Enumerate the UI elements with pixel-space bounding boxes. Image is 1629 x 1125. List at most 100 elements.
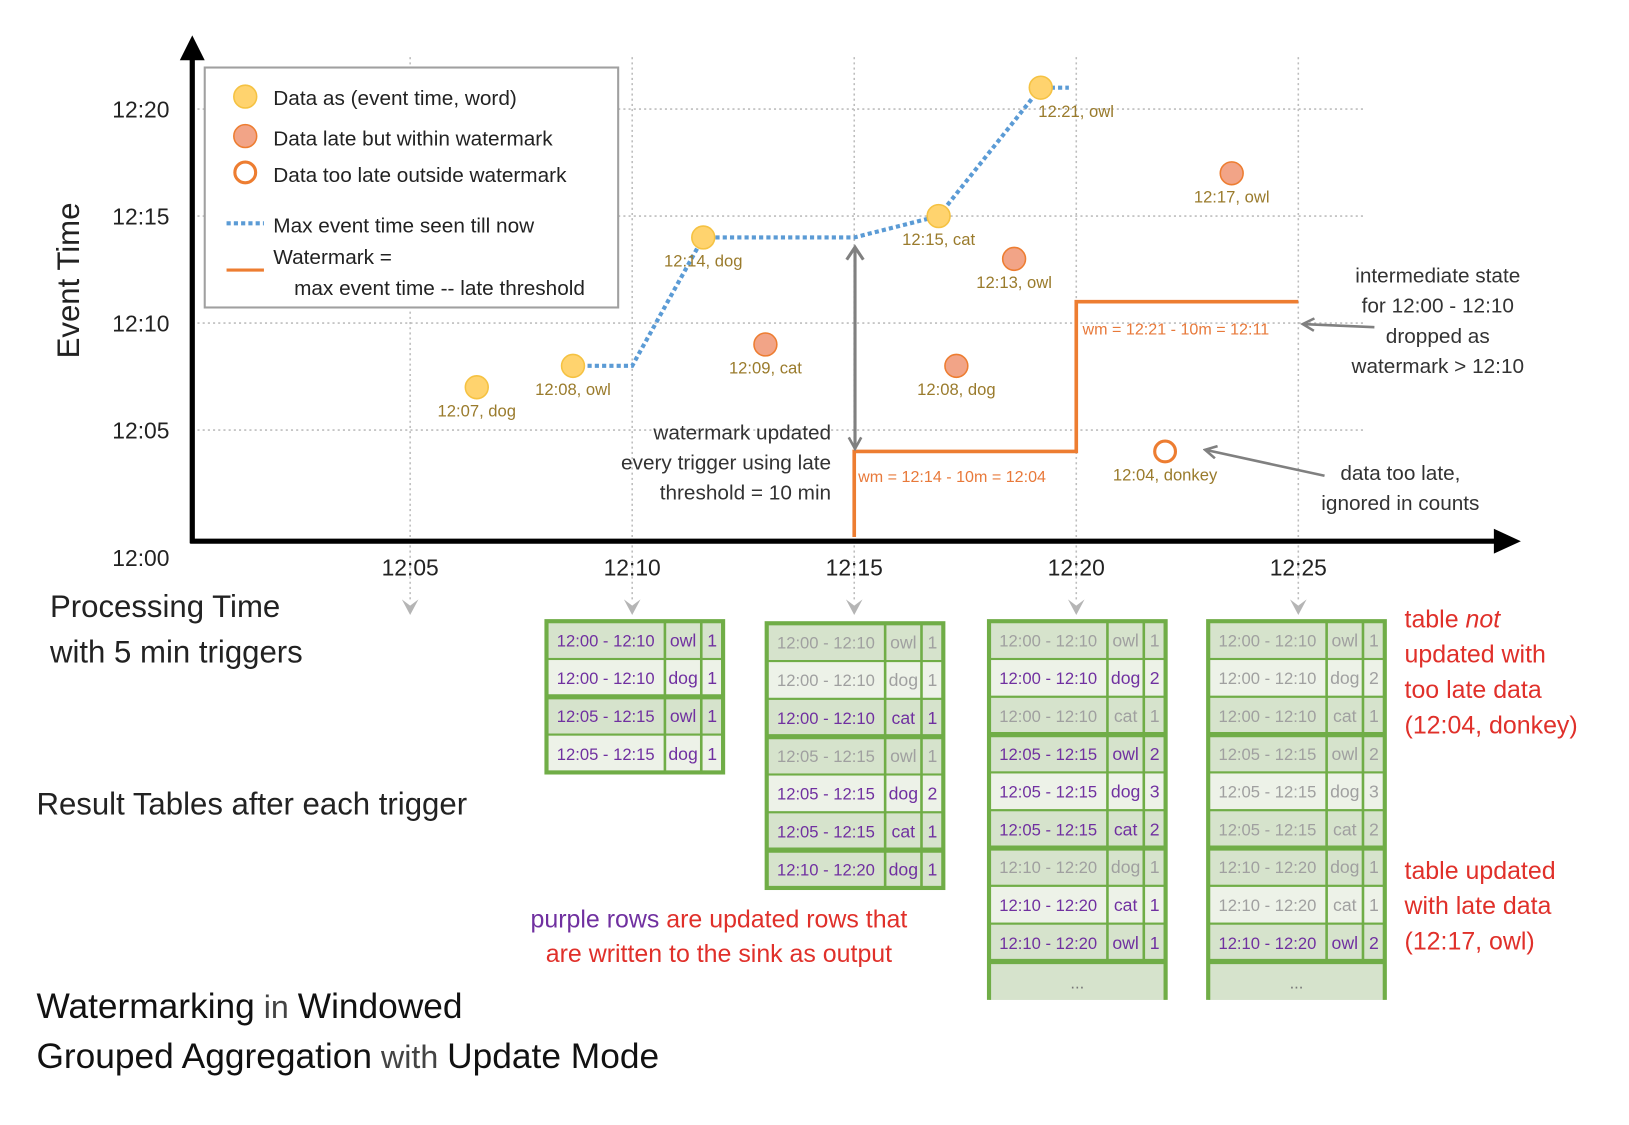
svg-text:intermediate state: intermediate state	[1355, 265, 1520, 288]
table-cell-word: dog	[1330, 857, 1359, 877]
table-row: 12:10 - 12:20 cat 1	[1207, 884, 1386, 925]
table-row: 12:10 - 12:20 dog 1	[1207, 847, 1386, 887]
table-cell-count: 3	[1369, 782, 1379, 802]
table-cell-window: 12:05 - 12:15	[557, 745, 655, 764]
table-cell-word: dog	[668, 744, 697, 764]
table-cell-count: 1	[1150, 933, 1160, 953]
table-row-background	[987, 922, 1167, 963]
table-row: 12:10 - 12:20 owl 1	[987, 922, 1167, 963]
table-cell-window: 12:10 - 12:20	[1218, 896, 1316, 915]
intermediate-state-note: intermediate state for 12:00 - 12:10 dro…	[1350, 265, 1524, 378]
watermark-line	[852, 299, 1299, 538]
data-point-label: 12:09, cat	[729, 359, 802, 378]
table-row: 12:05 - 12:15 dog 3	[1207, 771, 1386, 812]
table-cell-count: 2	[927, 784, 937, 804]
updated-note: table updated with late data (12:17, owl…	[1404, 857, 1556, 956]
table-row: 12:00 - 12:10 owl 1	[545, 620, 725, 661]
table-row: 12:00 - 12:10 cat 1	[987, 695, 1167, 736]
x-tick-label: 12:20	[1048, 554, 1105, 580]
data-point-label: 12:14, dog	[664, 252, 743, 271]
table-cell-word: owl	[890, 632, 916, 652]
table-row: 12:10 - 12:20 dog 1	[765, 849, 945, 889]
table-cell-count: 1	[707, 706, 717, 726]
svg-text:watermark > 12:10: watermark > 12:10	[1350, 355, 1524, 378]
svg-text:watermark updated: watermark updated	[652, 421, 831, 444]
trigger-arrow-icon	[1290, 599, 1307, 615]
table-border	[986, 619, 1168, 1000]
table-cell-window: 12:05 - 12:15	[1218, 820, 1316, 839]
table-cell-count: 1	[927, 632, 937, 652]
too-late-arrow	[1205, 450, 1325, 478]
table-row: 12:00 - 12:10 dog 2	[1207, 657, 1386, 698]
legend-too-late-icon	[233, 160, 258, 185]
table-row: 12:05 - 12:15 owl 1	[545, 695, 725, 736]
table-cell-word: owl	[670, 706, 696, 726]
table-cell-word: owl	[1112, 630, 1138, 650]
table-cell-count: 1	[1369, 630, 1379, 650]
table-cell-word: owl	[1332, 933, 1358, 953]
too-late-note: data too late, ignored in counts	[1321, 462, 1479, 515]
table-cell-word: dog	[1111, 782, 1140, 802]
table-row: 12:10 - 12:20 dog 1	[987, 847, 1167, 887]
table-cell-window: 12:10 - 12:20	[999, 858, 1097, 877]
table-row-background	[765, 811, 945, 852]
table-row-background	[765, 622, 945, 663]
table-cell-count: 2	[1150, 668, 1160, 688]
x-axis-label-line2: with 5 min triggers	[49, 635, 303, 670]
intermediate-arrow	[1303, 324, 1375, 327]
svg-text:every trigger using late: every trigger using late	[621, 452, 831, 475]
table-cell-count: 3	[1150, 782, 1160, 802]
table-cell-window: 12:00 - 12:10	[1218, 631, 1316, 650]
table-cell-count: 1	[927, 670, 937, 690]
svg-text:dropped as: dropped as	[1386, 325, 1490, 348]
legend: Data as (event time, word) Data late but…	[203, 66, 620, 309]
series-lines: wm = 12:14 - 10m = 12:04 wm = 12:21 - 10m…	[572, 85, 1299, 538]
table-row: 12:00 - 12:10 dog 1	[545, 657, 725, 698]
table-cell-count: 1	[1150, 630, 1160, 650]
table-cell-word: cat	[1114, 706, 1138, 726]
table-border	[544, 619, 726, 775]
x-axis-arrowhead	[1493, 528, 1521, 554]
grid-lines	[192, 57, 1367, 615]
table-cell-window: 12:00 - 12:10	[999, 631, 1097, 650]
table-cell-word: cat	[1114, 819, 1138, 839]
svg-text:updated with: updated with	[1405, 641, 1546, 669]
y-tick-label: 12:20	[112, 96, 169, 122]
table-cell-count: 1	[1369, 895, 1379, 915]
table-cell-word: cat	[1333, 819, 1357, 839]
table-cell-word: cat	[892, 821, 916, 841]
table-row-background	[987, 733, 1167, 774]
table-cell-window: 12:05 - 12:15	[1218, 783, 1316, 802]
data-point-late	[944, 353, 969, 379]
table-cell-window: 12:00 - 12:10	[777, 633, 875, 652]
x-tick-label: 12:10	[604, 554, 661, 580]
table-cell-count: 1	[707, 744, 717, 764]
table-cell-window: 12:05 - 12:15	[1218, 745, 1316, 764]
table-cell-window: 12:00 - 12:10	[777, 709, 875, 728]
table-cell-count: 1	[927, 821, 937, 841]
svg-text:Watermarking in Windowed: Watermarking in Windowed	[36, 987, 462, 1026]
table-cell-window: 12:10 - 12:20	[999, 896, 1097, 915]
data-point-label: 12:07, dog	[438, 401, 517, 420]
y-axis-arrowhead	[179, 35, 205, 61]
table-row: 12:10 - 12:20 owl 2	[1207, 922, 1386, 963]
data-point-late	[1219, 161, 1244, 186]
table-cell-window: 12:00 - 12:10	[1218, 669, 1316, 688]
svg-text:table not: table not	[1405, 605, 1502, 633]
table-cell-count: 1	[1150, 895, 1160, 915]
legend-item: Data too late outside watermark	[273, 164, 567, 187]
table-row-background	[1207, 922, 1386, 963]
svg-text:purple rows are updated rows t: purple rows are updated rows that	[531, 906, 908, 934]
table-row: 12:05 - 12:15 dog 2	[765, 773, 945, 814]
table-border	[764, 621, 946, 891]
table-cell-word: dog	[1330, 782, 1359, 802]
y-tick-label: 12:15	[112, 203, 169, 229]
y-axis-label: Event Time	[51, 203, 86, 359]
table-cell-count: 1	[927, 708, 937, 728]
data-point-label: 12:04, donkey	[1113, 466, 1218, 485]
watermark-label: wm = 12:14 - 10m = 12:04	[857, 468, 1046, 486]
svg-text:for 12:00 - 12:10: for 12:00 - 12:10	[1362, 295, 1514, 318]
table-cell-word: dog	[1111, 668, 1140, 688]
table-cell-word: dog	[1111, 857, 1140, 877]
